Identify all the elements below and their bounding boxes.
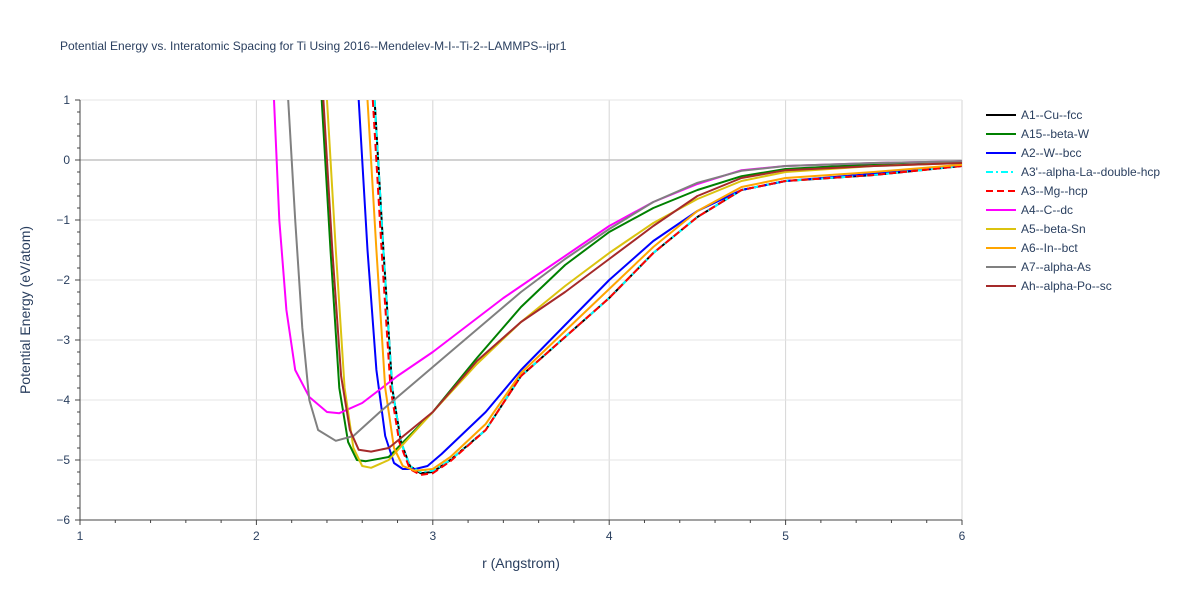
chart-title: Potential Energy vs. Interatomic Spacing… (60, 39, 567, 53)
series-layer (273, 100, 962, 476)
y-tick-label: −1 (56, 213, 70, 227)
legend-item[interactable]: A7--alpha-As (986, 260, 1091, 274)
legend-label: A15--beta-W (1021, 127, 1090, 141)
axes (75, 99, 963, 525)
series-line-2 (357, 100, 962, 470)
x-tick-label: 4 (606, 529, 613, 543)
legend-label: A4--C--dc (1021, 203, 1073, 217)
legend-label: A6--In--bct (1021, 241, 1078, 255)
x-tick-label: 6 (959, 529, 966, 543)
legend-item[interactable]: A2--W--bcc (986, 146, 1081, 160)
y-tick-label: −2 (56, 273, 70, 287)
x-tick-label: 3 (429, 529, 436, 543)
legend-item[interactable]: A1--Cu--fcc (986, 108, 1082, 122)
series-line-6 (326, 100, 962, 469)
legend-item[interactable]: A15--beta-W (986, 127, 1090, 141)
grid (80, 99, 963, 520)
series-line-0 (373, 100, 962, 475)
y-tick-label: 0 (63, 153, 70, 167)
legend-label: A2--W--bcc (1021, 146, 1081, 160)
legend-item[interactable]: A3'--alpha-La--double-hcp (986, 165, 1160, 179)
legend-item[interactable]: A5--beta-Sn (986, 222, 1086, 236)
y-tick-label: −4 (56, 393, 70, 407)
series-line-9 (322, 100, 962, 453)
y-tick-label: −5 (56, 453, 70, 467)
x-axis-title: r (Angstrom) (482, 555, 560, 571)
y-tick-label: −3 (56, 333, 70, 347)
legend-item[interactable]: A6--In--bct (986, 241, 1078, 255)
y-tick-labels: −6 −5 −4 −3 −2 −1 0 1 (56, 93, 70, 527)
legend-label: A3'--alpha-La--double-hcp (1021, 165, 1160, 179)
legend-label: A5--beta-Sn (1021, 222, 1086, 236)
x-tick-label: 1 (77, 529, 84, 543)
y-tick-label: 1 (63, 93, 70, 107)
x-tick-labels: 1 2 3 4 5 6 (77, 529, 966, 543)
series-line-7 (366, 100, 962, 472)
x-tick-label: 2 (253, 529, 260, 543)
legend-item[interactable]: A4--C--dc (986, 203, 1073, 217)
legend-item[interactable]: A3--Mg--hcp (986, 184, 1088, 198)
legend-label: A1--Cu--fcc (1021, 108, 1082, 122)
y-axis-title: Potential Energy (eV/atom) (17, 226, 33, 394)
legend-label: A3--Mg--hcp (1021, 184, 1088, 198)
series-line-3 (373, 100, 962, 473)
legend-label: A7--alpha-As (1021, 260, 1091, 274)
legend-item[interactable]: Ah--alpha-Po--sc (986, 279, 1112, 293)
series-line-8 (287, 100, 962, 442)
legend-label: Ah--alpha-Po--sc (1021, 279, 1112, 293)
x-tick-label: 5 (782, 529, 789, 543)
series-line-4 (371, 100, 962, 476)
series-line-1 (320, 100, 962, 463)
legend[interactable]: A1--Cu--fcc A15--beta-W A2--W--bcc A3'--alp… (986, 108, 1160, 293)
y-tick-label: −6 (56, 513, 70, 527)
